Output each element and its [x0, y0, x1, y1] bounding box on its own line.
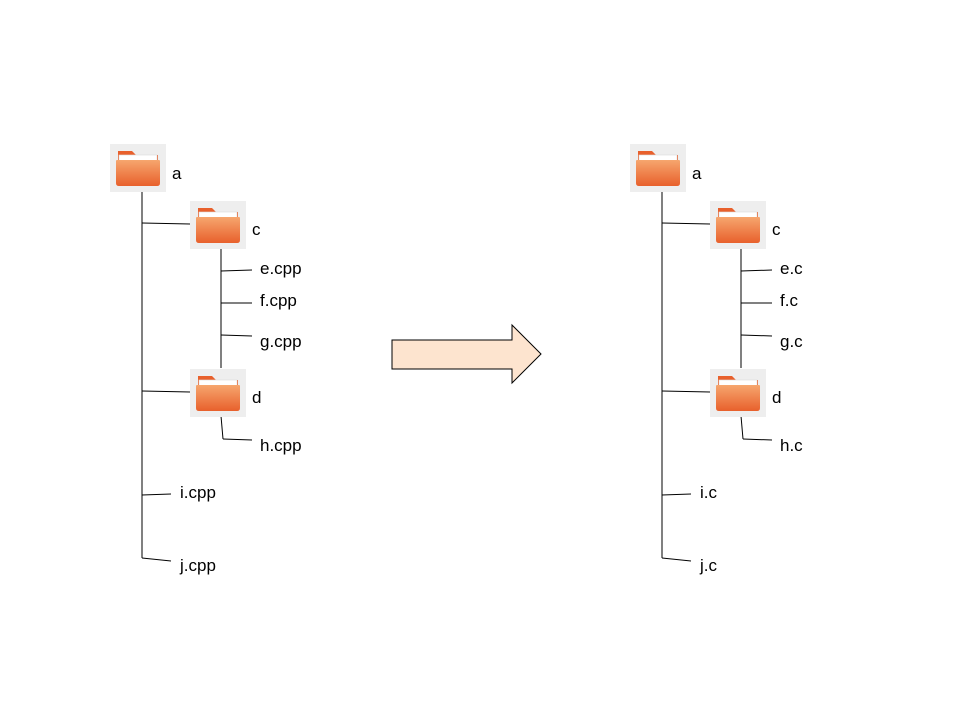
root-folder-label: a	[172, 164, 182, 183]
folder-icon	[109, 143, 167, 193]
tree-before-lines	[141, 191, 253, 562]
file-label: g.cpp	[260, 332, 302, 351]
file-label: f.cpp	[260, 291, 297, 310]
folder-icon	[189, 368, 247, 418]
right-arrow-icon	[391, 323, 542, 385]
branch-line-e	[220, 269, 253, 272]
branch-line-i	[141, 493, 172, 496]
tree-after: a c e.c f.c g.c d h.c i.c j.c	[629, 143, 803, 575]
branch-line-h	[222, 438, 253, 441]
file-label: h.c	[780, 436, 803, 455]
folder-icon	[629, 143, 687, 193]
folder-icon	[709, 200, 767, 250]
file-label: e.c	[780, 259, 803, 278]
branch-line-j	[141, 557, 172, 562]
folder-d-label: d	[252, 388, 261, 407]
folder-d-trunk-line	[740, 415, 744, 440]
branch-line-d	[661, 390, 711, 393]
file-label: g.c	[780, 332, 803, 351]
tree-after-lines	[661, 191, 773, 562]
root-folder-label: a	[692, 164, 702, 183]
tree-before: a c e.cpp f.cpp g.cpp d h.cpp i.cpp j.cp…	[109, 143, 302, 575]
folder-icon	[189, 200, 247, 250]
file-label: f.c	[780, 291, 798, 310]
folder-d-label: d	[772, 388, 781, 407]
branch-line-h	[742, 438, 773, 441]
branch-line-d	[141, 390, 191, 393]
file-label: j.c	[699, 556, 718, 575]
file-label: e.cpp	[260, 259, 302, 278]
branch-line-c	[141, 222, 191, 225]
file-label: h.cpp	[260, 436, 302, 455]
branch-line-g	[740, 334, 773, 337]
branch-line-i	[661, 493, 692, 496]
file-label: i.cpp	[180, 483, 216, 502]
branch-line-e	[740, 269, 773, 272]
branch-line-j	[661, 557, 692, 562]
folder-d-trunk-line	[220, 415, 224, 440]
branch-line-c	[661, 222, 711, 225]
branch-line-g	[220, 334, 253, 337]
folder-c-label: c	[772, 220, 781, 239]
folder-icon	[709, 368, 767, 418]
file-label: j.cpp	[179, 556, 216, 575]
file-label: i.c	[700, 483, 718, 502]
folder-c-label: c	[252, 220, 261, 239]
